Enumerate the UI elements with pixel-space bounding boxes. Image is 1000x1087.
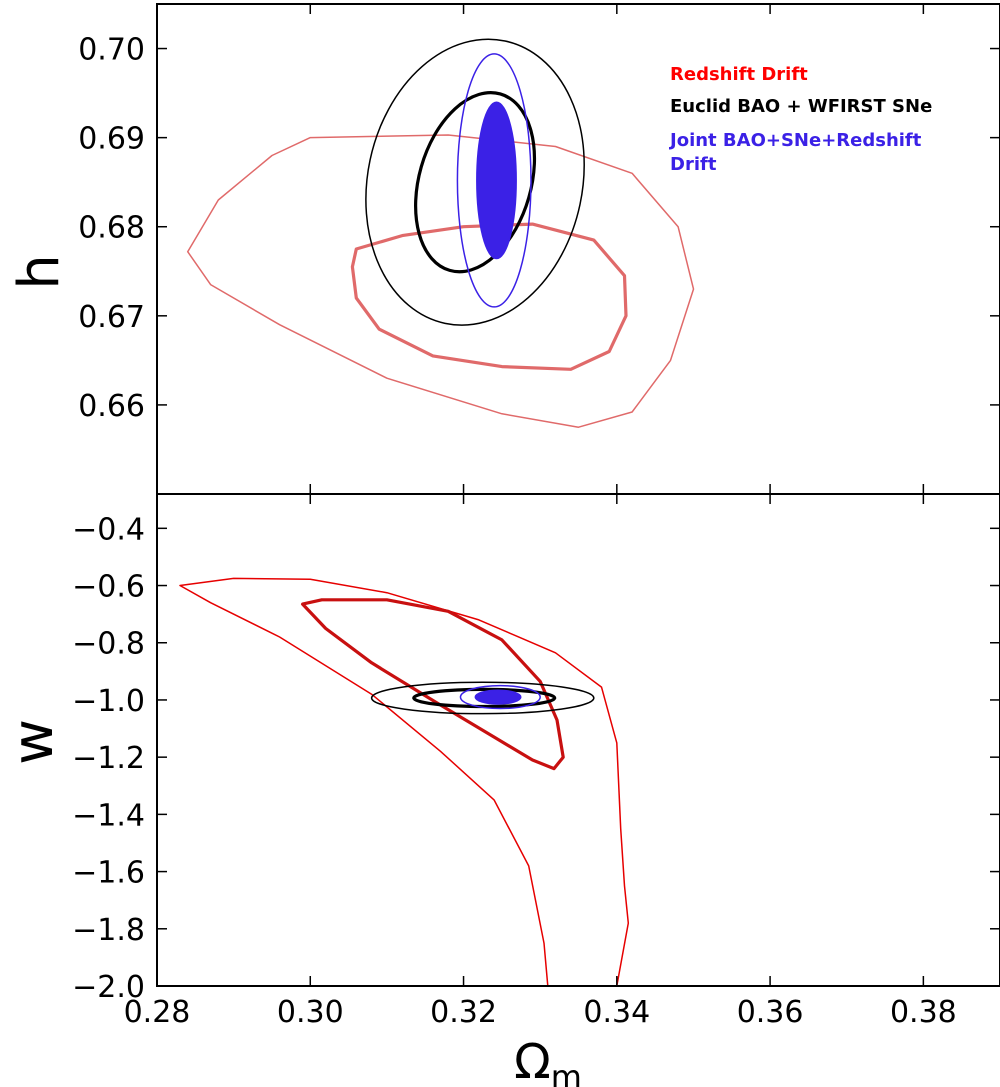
top-contours [186, 38, 695, 428]
contour-joint-bao-sne-redshift-drift-outer [459, 684, 541, 710]
y-tick-label: 0.69 [78, 122, 145, 157]
y-tick-label: −1.4 [72, 798, 145, 833]
bottom-frame [156, 493, 1000, 987]
contour-joint-bao-sne-redshift-drift-inner [476, 101, 517, 260]
y-tick-label: −0.8 [72, 627, 145, 662]
contour-redshift-drift-outer [179, 577, 630, 986]
x-tick-label: 0.34 [583, 995, 650, 1030]
y-tick-label: −1.8 [72, 913, 145, 948]
top-ylabel: h [7, 254, 72, 290]
legend-entry-redshift-drift: Redshift Drift [670, 64, 808, 85]
y-tick-label: −1.0 [72, 684, 145, 719]
top-frame [156, 3, 1000, 495]
x-tick-label: 0.38 [890, 995, 957, 1030]
y-tick-label: −0.6 [72, 570, 145, 605]
contour-joint-bao-sne-redshift-drift-outer [456, 53, 532, 308]
legend: Redshift Drift Euclid BAO + WFIRST SNe J… [668, 64, 932, 175]
y-tick-label: 0.68 [78, 211, 145, 246]
legend-entry-joint-line2: Drift [670, 154, 717, 175]
y-tick-label: 0.66 [78, 389, 145, 424]
legend-entry-euclid-bao-wfirst: Euclid BAO + WFIRST SNe [670, 96, 932, 117]
contour-euclid-bao-wfirst-sne-outer [370, 681, 595, 715]
legend-entry-joint-line1: Joint BAO+SNe+Redshift [668, 130, 922, 151]
legend-entry-joint: Joint BAO+SNe+Redshift Drift [668, 130, 928, 175]
y-tick-label: 0.70 [78, 33, 145, 68]
x-axis-label: Ωm [514, 1034, 582, 1087]
y-tick-label: 0.67 [78, 300, 145, 335]
contour-joint-bao-sne-redshift-drift-inner [474, 689, 522, 705]
y-tick-label: −2.0 [72, 970, 145, 1005]
y-tick-label: −1.2 [72, 741, 145, 776]
x-tick-label: 0.36 [737, 995, 804, 1030]
bottom-contours [179, 577, 630, 986]
y-tick-label: −0.4 [72, 512, 145, 547]
y-tick-label: −1.6 [72, 856, 145, 891]
contour-euclid-bao-wfirst-sne-inner [414, 91, 537, 274]
contour-euclid-bao-wfirst-sne-inner [412, 687, 557, 709]
contour-redshift-drift-inner [301, 598, 565, 771]
x-axis-label-subscript: m [551, 1058, 582, 1087]
bottom-ylabel: w [1, 719, 66, 765]
bottom-ticks: 0.28 0.30 0.32 0.34 0.36 0.38 −0.4 −0.6 −0.8 −1.0… [72, 494, 1000, 1030]
contour-euclid-bao-wfirst-sne-outer [365, 38, 585, 326]
top-ticks: 0.70 0.69 0.68 0.67 0.66 [78, 4, 1000, 494]
x-axis-label-symbol: Ω [514, 1034, 551, 1087]
panel-bottom: 0.28 0.30 0.32 0.34 0.36 0.38 −0.4 −0.6 −0.8 −1.0… [1, 493, 1000, 1087]
x-tick-label: 0.32 [430, 995, 497, 1030]
x-tick-label: 0.30 [277, 995, 344, 1030]
x-tick-label: 0.28 [124, 995, 191, 1030]
contour-redshift-drift-outer [186, 134, 695, 428]
panel-top: 0.70 0.69 0.68 0.67 0.66 h Redshift Drift Eu… [7, 3, 1000, 495]
